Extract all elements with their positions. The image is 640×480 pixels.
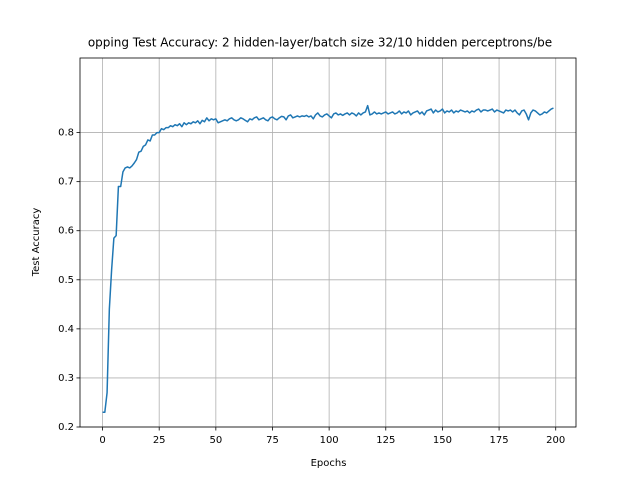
x-tick-label: 75 <box>266 435 279 446</box>
x-tick-label: 150 <box>433 435 452 446</box>
y-tick-label: 0.6 <box>58 226 74 237</box>
y-tick-label: 0.5 <box>58 275 74 286</box>
y-tick-label: 0.8 <box>58 128 74 139</box>
chart-title: opping Test Accuracy: 2 hidden-layer/bat… <box>88 36 552 50</box>
x-tick-label: 25 <box>153 435 166 446</box>
data-line <box>102 104 554 414</box>
y-axis-label: Test Accuracy <box>31 208 42 278</box>
y-tick-label: 0.3 <box>58 373 74 384</box>
x-tick-label: 100 <box>320 435 339 446</box>
y-tick-label: 0.4 <box>58 324 74 335</box>
y-tick-label: 0.2 <box>58 422 74 433</box>
plot-frame <box>79 57 577 428</box>
x-tick-label: 200 <box>546 435 565 446</box>
x-tick-label: 0 <box>99 435 105 446</box>
y-tick-label: 0.7 <box>58 177 74 188</box>
x-tick-label: 50 <box>209 435 222 446</box>
x-tick-label: 125 <box>376 435 395 446</box>
x-axis-label: Epochs <box>311 458 347 469</box>
x-tick-label: 175 <box>490 435 509 446</box>
